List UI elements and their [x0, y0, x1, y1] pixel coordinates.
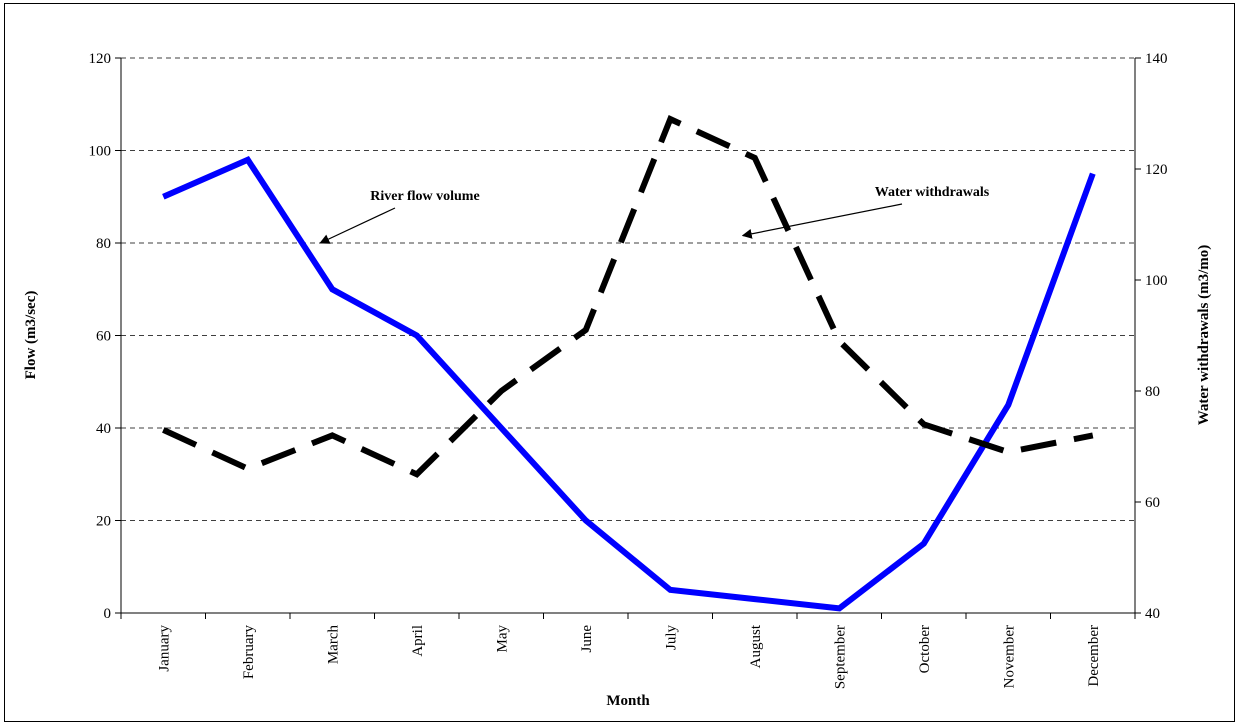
axes	[115, 57, 1141, 619]
right-y-tick-label: 100	[1145, 273, 1168, 289]
annotation-label: Water withdrawals	[875, 185, 990, 200]
x-tick-label: December	[1086, 625, 1102, 687]
right-y-tick-label: 40	[1145, 606, 1160, 622]
tick-labels: 0 20 40 60 80 100 120 40 60 80 100 120 140 January Feb…	[89, 51, 1168, 689]
left-y-tick-label: 80	[96, 236, 111, 252]
right-y-tick-label: 80	[1145, 384, 1160, 400]
right-y-axis-title: Water withdrawals (m3/mo)	[1196, 245, 1212, 426]
left-y-axis-title: Flow (m3/sec)	[23, 291, 39, 380]
left-y-tick-label: 40	[96, 421, 111, 437]
left-y-tick-label: 0	[104, 606, 112, 622]
x-tick-label: February	[241, 625, 257, 680]
right-y-tick-label: 60	[1145, 495, 1160, 511]
series-line-0	[162, 156, 1096, 612]
right-y-tick-label: 120	[1145, 162, 1168, 178]
x-axis-title: Month	[606, 693, 650, 709]
series	[162, 115, 1096, 612]
x-tick-label: October	[917, 625, 933, 673]
left-y-tick-label: 100	[89, 144, 112, 160]
annotation-label: River flow volume	[370, 189, 479, 204]
right-y-tick-label: 140	[1145, 51, 1168, 67]
left-y-tick-label: 120	[89, 51, 112, 67]
annotation-arrow	[741, 203, 903, 239]
x-tick-label: March	[325, 625, 341, 665]
x-tick-label: June	[579, 625, 595, 653]
x-tick-label: September	[832, 625, 848, 689]
x-tick-label: January	[156, 625, 172, 672]
annotations: River flow volume Water withdrawals	[319, 185, 990, 244]
gridlines	[121, 57, 1135, 521]
x-tick-label: May	[494, 625, 510, 653]
series-line-1	[162, 115, 1094, 478]
left-y-tick-label: 20	[96, 514, 111, 530]
x-tick-label: August	[748, 624, 764, 668]
x-tick-label: July	[663, 625, 679, 651]
chart-frame	[4, 3, 1235, 722]
left-y-tick-label: 60	[96, 329, 111, 345]
annotation-arrow	[319, 207, 396, 244]
x-tick-label: November	[1001, 625, 1017, 688]
x-tick-label: April	[410, 625, 426, 657]
